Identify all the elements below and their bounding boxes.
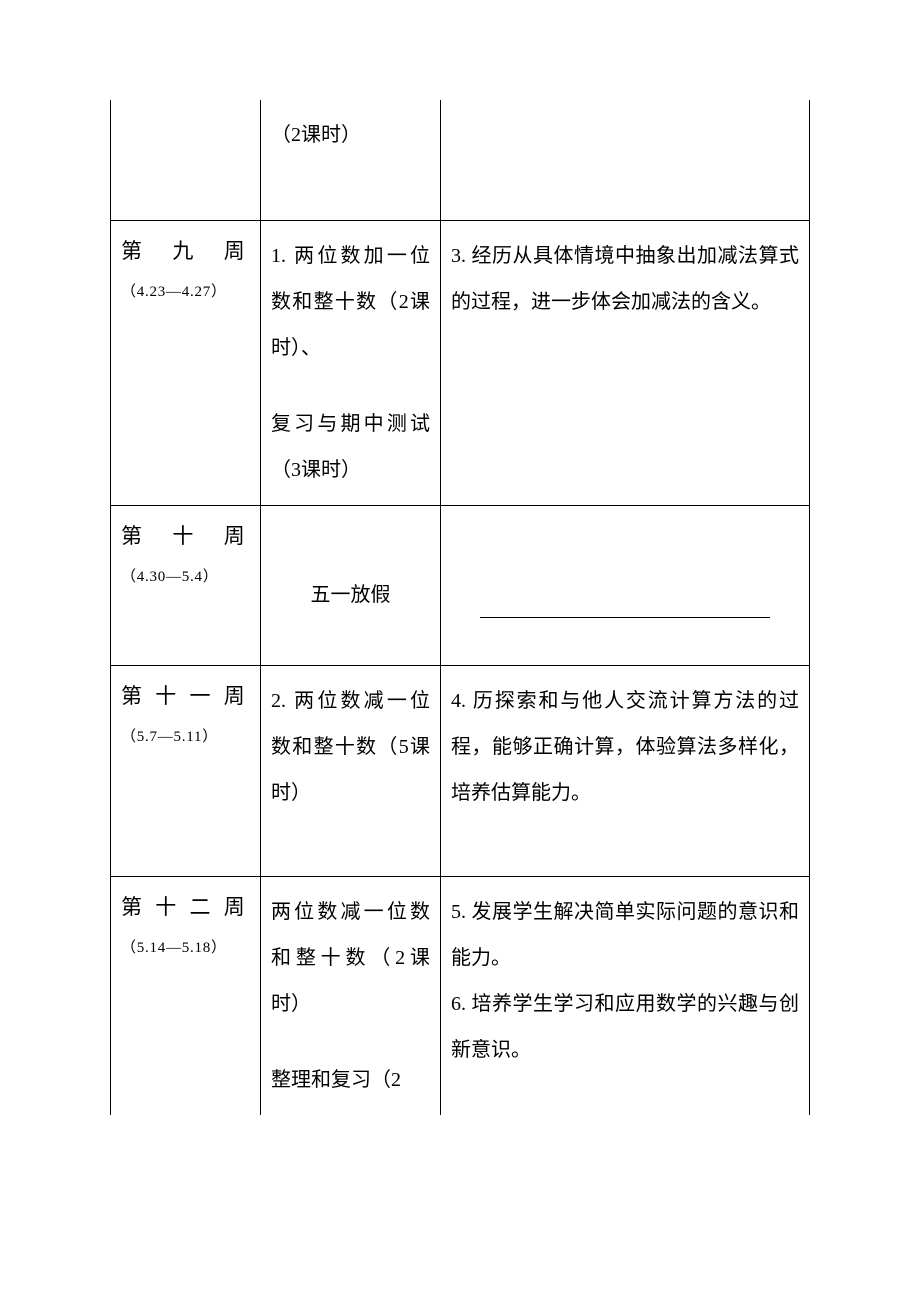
week-cell — [111, 100, 261, 220]
content-cell: 五一放假 — [261, 505, 441, 665]
content-cell: 2. 两位数减一位数和整十数（5课时） — [261, 665, 441, 876]
table-row: 第十二周 （5.14—5.18） 两位数减一位数和整十数（2课时） 整理和复习（… — [111, 876, 810, 1115]
content-text: 2. 两位数减一位数和整十数（5课时） — [271, 678, 430, 816]
objective-text: 3. 经历从具体情境中抽象出加减法算式的过程，进一步体会加减法的含义。 — [451, 233, 799, 325]
content-cell: （2课时） — [261, 100, 441, 220]
objective-cell: 5. 发展学生解决简单实际问题的意识和能力。 6. 培养学生学习和应用数学的兴趣… — [441, 876, 810, 1115]
table-row: 第十一周 （5.7—5.11） 2. 两位数减一位数和整十数（5课时） 4. 历… — [111, 665, 810, 876]
week-title: 第九周 — [121, 233, 250, 271]
week-title: 第十周 — [121, 518, 250, 556]
content-text: 1. 两位数加一位数和整十数（2课时）、 — [271, 233, 430, 371]
content-cell: 两位数减一位数和整十数（2课时） 整理和复习（2 — [261, 876, 441, 1115]
week-title: 第十一周 — [121, 678, 250, 716]
table-body: （2课时） 第九周 （4.23—4.27） 1. 两位数加一位数和整十数（2课时… — [111, 100, 810, 1115]
content-text: 两位数减一位数和整十数（2课时） — [271, 889, 430, 1027]
objective-cell — [441, 100, 810, 220]
week-date: （5.14—5.18） — [121, 931, 250, 966]
objective-cell — [441, 505, 810, 665]
content-text: 复习与期中测试（3课时） — [271, 401, 430, 493]
content-text: （2课时） — [271, 112, 430, 158]
week-cell: 第十周 （4.30—5.4） — [111, 505, 261, 665]
week-cell: 第十一周 （5.7—5.11） — [111, 665, 261, 876]
content-cell: 1. 两位数加一位数和整十数（2课时）、 复习与期中测试（3课时） — [261, 220, 441, 505]
table-row: 第九周 （4.23—4.27） 1. 两位数加一位数和整十数（2课时）、 复习与… — [111, 220, 810, 505]
blank-underline — [480, 594, 770, 618]
week-date: （4.30—5.4） — [121, 560, 250, 595]
table-row: 第十周 （4.30—5.4） 五一放假 — [111, 505, 810, 665]
week-date: （4.23—4.27） — [121, 275, 250, 310]
objective-text: 4. 历探索和与他人交流计算方法的过程，能够正确计算，体验算法多样化，培养估算能… — [451, 678, 799, 816]
schedule-table: （2课时） 第九周 （4.23—4.27） 1. 两位数加一位数和整十数（2课时… — [110, 100, 810, 1115]
table-row: （2课时） — [111, 100, 810, 220]
content-text: 整理和复习（2 — [271, 1057, 430, 1103]
objective-cell: 3. 经历从具体情境中抽象出加减法算式的过程，进一步体会加减法的含义。 — [441, 220, 810, 505]
week-date: （5.7—5.11） — [121, 720, 250, 755]
week-title: 第十二周 — [121, 889, 250, 927]
holiday-label: 五一放假 — [271, 572, 430, 618]
week-cell: 第九周 （4.23—4.27） — [111, 220, 261, 505]
objective-cell: 4. 历探索和与他人交流计算方法的过程，能够正确计算，体验算法多样化，培养估算能… — [441, 665, 810, 876]
objective-text: 5. 发展学生解决简单实际问题的意识和能力。 6. 培养学生学习和应用数学的兴趣… — [451, 889, 799, 1073]
week-cell: 第十二周 （5.14—5.18） — [111, 876, 261, 1115]
